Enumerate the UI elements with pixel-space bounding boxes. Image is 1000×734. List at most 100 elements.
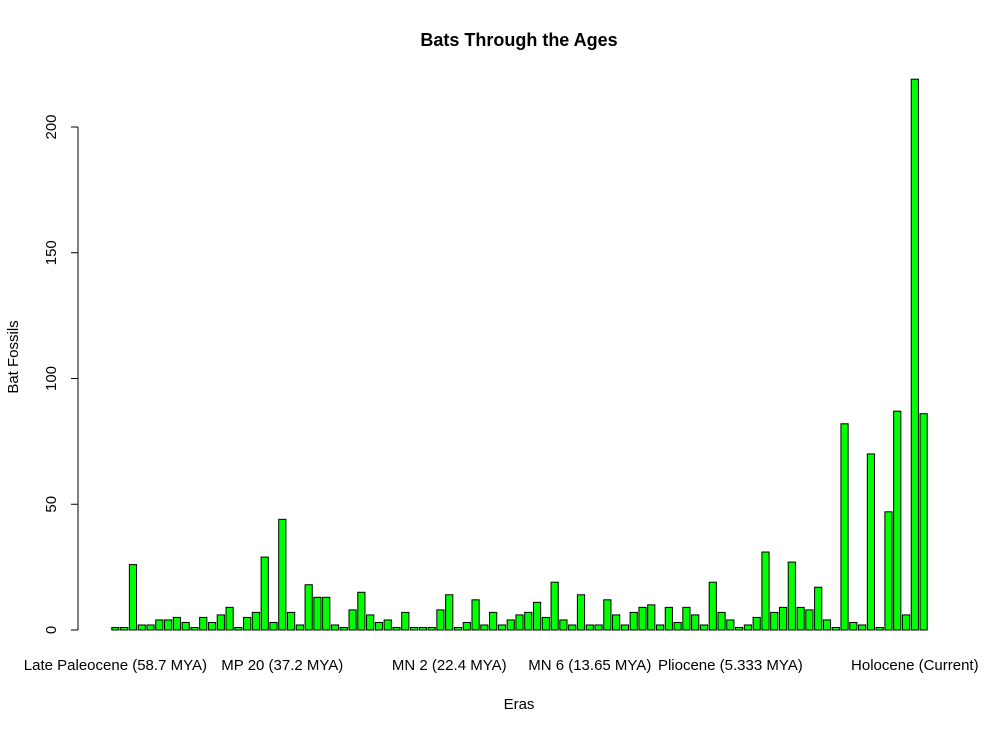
bar xyxy=(471,599,480,631)
bar xyxy=(418,626,427,631)
bar xyxy=(849,621,858,631)
bar xyxy=(480,624,489,631)
bar xyxy=(164,619,173,631)
bar xyxy=(901,614,911,631)
bar xyxy=(550,581,559,631)
bar xyxy=(322,596,331,631)
bar xyxy=(866,453,875,631)
bar xyxy=(585,624,594,631)
bar xyxy=(541,616,550,631)
y-tick-label: 200 xyxy=(43,114,60,139)
bar xyxy=(629,611,638,631)
bar xyxy=(787,561,796,631)
bar xyxy=(814,586,823,631)
bar xyxy=(111,626,120,631)
bar xyxy=(137,624,146,631)
bar xyxy=(383,619,392,631)
bar xyxy=(664,606,673,631)
bar xyxy=(717,611,726,631)
bar xyxy=(673,621,682,631)
bar xyxy=(559,619,568,631)
bar xyxy=(251,611,261,631)
bar xyxy=(260,556,269,631)
x-tick-label: Pliocene (5.333 MYA) xyxy=(658,657,803,674)
bar xyxy=(330,624,340,631)
bar xyxy=(120,626,129,631)
bar xyxy=(655,624,665,631)
bar xyxy=(286,611,296,631)
bar xyxy=(269,621,278,631)
bar xyxy=(699,624,709,631)
bar xyxy=(348,609,357,631)
bar xyxy=(172,616,181,631)
bar xyxy=(893,410,902,631)
x-tick-label: MN 2 (22.4 MYA) xyxy=(392,657,507,674)
bar xyxy=(726,619,735,631)
bar xyxy=(445,594,454,631)
bar xyxy=(357,591,366,631)
bar xyxy=(313,596,322,631)
bar xyxy=(489,611,498,631)
bar xyxy=(822,619,832,631)
bar xyxy=(682,606,691,631)
bar xyxy=(392,626,401,631)
bar xyxy=(339,626,348,631)
x-tick-label: Holocene (Current) xyxy=(851,657,979,674)
bar xyxy=(576,594,586,631)
bar xyxy=(295,624,304,631)
bar xyxy=(568,624,577,631)
bar xyxy=(638,606,647,631)
bar xyxy=(620,624,630,631)
bar xyxy=(761,551,770,631)
y-tick-label: 50 xyxy=(43,496,60,513)
bar xyxy=(708,581,717,631)
bar xyxy=(796,606,805,631)
bar xyxy=(146,624,155,631)
bar xyxy=(497,624,507,631)
bar xyxy=(199,616,208,631)
bar xyxy=(778,606,788,631)
bar xyxy=(234,626,243,631)
bar xyxy=(515,614,524,631)
bar xyxy=(647,604,656,631)
bar xyxy=(374,621,384,631)
bar xyxy=(304,584,313,631)
bar xyxy=(858,624,867,631)
y-axis: 0 50 100 150 200 xyxy=(43,114,79,634)
bars xyxy=(111,78,928,631)
bar xyxy=(506,619,515,631)
bar xyxy=(409,626,419,631)
bar xyxy=(401,611,410,631)
bar xyxy=(207,621,217,631)
bar xyxy=(532,601,542,631)
bar xyxy=(735,626,744,631)
x-tick-label: MP 20 (37.2 MYA) xyxy=(221,657,343,674)
bar xyxy=(155,619,164,631)
bar xyxy=(612,614,621,631)
bar xyxy=(910,78,919,631)
bar xyxy=(691,614,700,631)
bar xyxy=(840,423,849,631)
bar xyxy=(453,626,463,631)
y-tick-label: 100 xyxy=(43,366,60,391)
bar xyxy=(743,624,753,631)
bar xyxy=(278,518,287,631)
bar xyxy=(831,626,840,631)
bar xyxy=(752,616,761,631)
y-tick-label: 150 xyxy=(43,240,60,265)
bar xyxy=(524,611,533,631)
bar xyxy=(366,614,375,631)
bar xyxy=(770,611,779,631)
x-tick-label: Late Paleocene (58.7 MYA) xyxy=(24,657,207,674)
bar xyxy=(128,564,138,631)
bar xyxy=(216,614,225,631)
bar xyxy=(919,413,928,631)
bar xyxy=(603,599,612,631)
x-tick-label: MN 6 (13.65 MYA) xyxy=(528,657,651,674)
bar xyxy=(243,616,252,631)
x-tick-labels: Late Paleocene (58.7 MYA) MP 20 (37.2 MYA… xyxy=(24,657,979,674)
bar xyxy=(875,626,884,631)
y-tick-label: 0 xyxy=(43,626,60,634)
bar xyxy=(225,606,234,631)
bar xyxy=(427,626,436,631)
